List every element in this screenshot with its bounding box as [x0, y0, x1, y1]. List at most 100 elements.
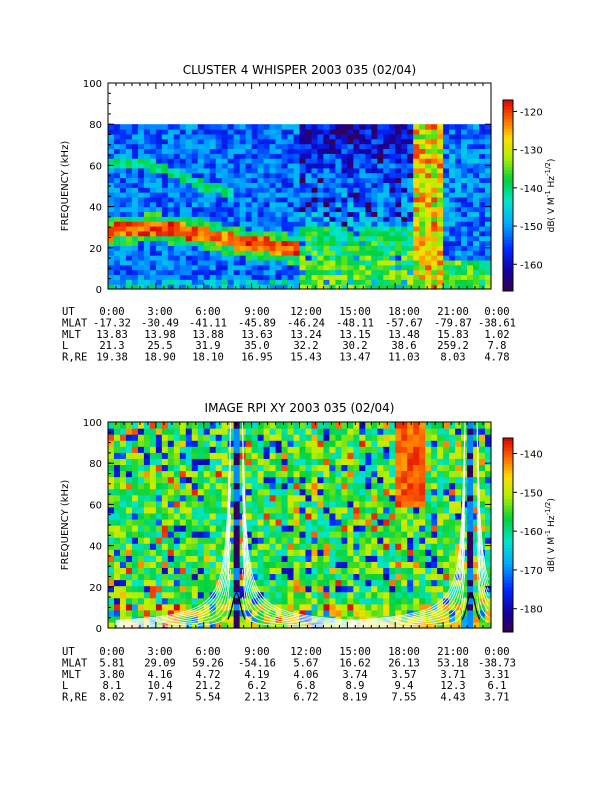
spectrogram-cell [479, 525, 486, 532]
spectrogram-cell [461, 250, 468, 256]
spectrogram-cell [437, 579, 444, 587]
spectrogram-cell [263, 284, 271, 290]
spectrogram-cell [108, 440, 115, 447]
spectrogram-cell [461, 284, 468, 290]
spectrogram-cell [239, 230, 247, 237]
spectrogram-cell [233, 537, 241, 544]
spectrogram-cell [197, 167, 205, 174]
spectrogram-cell [413, 428, 420, 435]
spectrogram-cell [329, 177, 336, 183]
spectrogram-cell [305, 434, 313, 441]
spectrogram-cell [197, 446, 205, 453]
spectrogram-cell [467, 428, 474, 435]
spectrogram-cell [191, 264, 199, 271]
spectrogram-cell [299, 196, 307, 203]
spectrogram-cell [419, 446, 426, 453]
spectrogram-cell [149, 440, 157, 447]
spectrogram-cell [221, 603, 229, 611]
spectrogram-cell [293, 597, 301, 605]
spectrogram-cell [353, 230, 360, 237]
spectrogram-cell [389, 192, 396, 198]
spectrogram-cell [197, 525, 205, 532]
spectrogram-cell [281, 591, 289, 599]
spectrogram-cell [275, 172, 283, 179]
spectrogram-cell [413, 543, 420, 550]
spectrogram-cell [401, 129, 408, 135]
spectrogram-cell [287, 452, 295, 459]
spectrogram-cell [473, 225, 480, 232]
spectrogram-cell [287, 264, 295, 271]
spectrogram-cell [419, 531, 426, 538]
spectrogram-cell [137, 531, 145, 538]
spectrogram-cell [161, 579, 169, 587]
spectrogram-cell [161, 279, 169, 285]
spectrogram-cell [455, 284, 462, 290]
spectrogram-cell [119, 506, 127, 514]
spectrogram-cell [389, 500, 396, 508]
spectrogram-cell [215, 609, 223, 617]
spectrogram-cell [167, 240, 175, 246]
spectrogram-cell [131, 196, 139, 203]
spectrogram-cell [233, 192, 241, 198]
spectrogram-cell [275, 573, 283, 581]
spectrogram-cell [407, 452, 414, 459]
spectrogram-cell [293, 269, 301, 276]
spectrogram-cell [437, 446, 444, 453]
spectrogram-cell [437, 201, 444, 208]
spectrogram-cell [479, 603, 486, 611]
spectrogram-cell [221, 259, 229, 266]
spectrogram-cell [173, 187, 181, 193]
spectrogram-cell [233, 250, 241, 256]
spectrogram-cell [179, 148, 187, 154]
spectrogram-cell [149, 603, 157, 611]
spectrogram-cell [155, 133, 163, 140]
spectrogram-cell [173, 158, 181, 164]
spectrogram-cell [119, 512, 127, 520]
spectrogram-cell [353, 245, 360, 251]
spectrogram-cell [245, 452, 253, 459]
spectrogram-cell [467, 274, 474, 280]
spectrogram-cell [395, 464, 402, 472]
spectrogram-cell [137, 201, 145, 208]
spectrogram-cell [131, 434, 139, 441]
spectrogram-cell [113, 500, 121, 508]
spectrogram-cell [329, 518, 336, 526]
spectrogram-cell [455, 196, 462, 203]
spectrogram-cell [167, 206, 175, 213]
colorbar-segment [503, 182, 513, 187]
spectrogram-cell [359, 615, 366, 623]
spectrogram-cell [341, 543, 348, 550]
spectrogram-cell [473, 434, 480, 441]
spectrogram-cell [449, 549, 456, 556]
spectrogram-cell [161, 525, 169, 532]
spectrogram-cell [395, 458, 402, 466]
spectrogram-cell [377, 225, 384, 232]
spectrogram-cell [281, 494, 289, 502]
spectrogram-cell [431, 579, 438, 587]
ephemeris-value: 12:00 [290, 306, 322, 318]
spectrogram-cell [473, 230, 480, 237]
spectrogram-cell [251, 196, 259, 203]
spectrogram-cell [419, 537, 426, 544]
spectrogram-cell [485, 177, 492, 183]
spectrogram-cell [353, 555, 360, 562]
spectrogram-cell [407, 124, 414, 130]
spectrogram-cell [179, 609, 187, 617]
spectrogram-cell [485, 506, 492, 514]
spectrogram-cell [179, 567, 187, 575]
spectrogram-cell [311, 240, 319, 246]
spectrogram-cell [185, 187, 193, 193]
spectrogram-cell [108, 274, 115, 280]
spectrogram-cell [347, 464, 354, 472]
spectrogram-cell [227, 201, 235, 208]
spectrogram-cell [191, 512, 199, 520]
spectrogram-cell [155, 585, 163, 593]
ephemeris-value: 19.38 [96, 352, 128, 364]
spectrogram-cell [383, 579, 390, 587]
spectrogram-cell [443, 579, 450, 587]
colorbar-segment [503, 150, 513, 155]
spectrogram-cell [305, 264, 313, 271]
spectrogram-cell [263, 250, 271, 256]
spectrogram-cell [191, 476, 199, 484]
